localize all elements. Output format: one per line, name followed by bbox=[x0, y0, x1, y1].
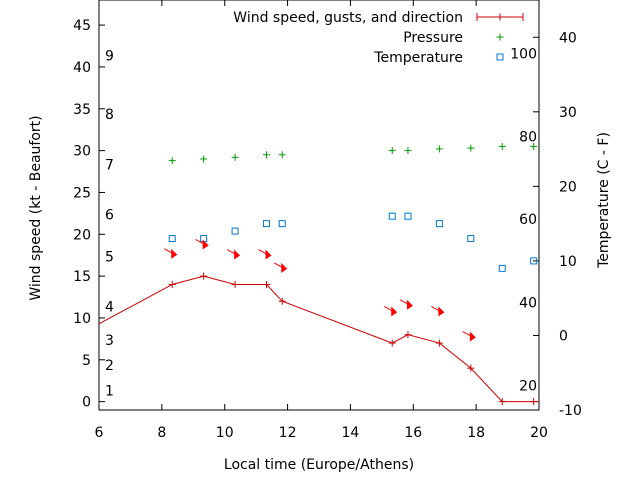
wind-direction-arrow bbox=[383, 305, 398, 317]
wind-direction-arrow bbox=[195, 239, 209, 250]
legend-swatch-pressure bbox=[496, 33, 504, 41]
temperature-point bbox=[530, 257, 538, 265]
y-axis-title: Wind speed (kt - Beaufort) bbox=[28, 115, 44, 300]
wind-point bbox=[435, 339, 443, 347]
wind-direction-arrow bbox=[258, 249, 272, 260]
pressure-point bbox=[231, 153, 239, 161]
y-tick-label: 20 bbox=[73, 227, 91, 243]
wind-point bbox=[498, 398, 506, 406]
legend-swatch-wind bbox=[476, 13, 524, 21]
x-tick-label: 20 bbox=[530, 425, 548, 441]
y2-tick-label: 0 bbox=[559, 328, 568, 344]
wind-direction-arrow bbox=[462, 331, 476, 342]
wind-direction-arrow bbox=[431, 305, 445, 317]
fahrenheit-label: 20 bbox=[519, 378, 537, 394]
x-tick-label: 10 bbox=[216, 425, 234, 441]
pressure-point bbox=[467, 144, 475, 152]
temperature-point bbox=[231, 227, 239, 235]
temperature-point bbox=[388, 212, 396, 220]
y-tick-label: 30 bbox=[73, 144, 91, 160]
wind-direction-arrow bbox=[399, 299, 413, 310]
x-axis-title: Local time (Europe/Athens) bbox=[224, 457, 414, 473]
wind-direction-arrow bbox=[273, 262, 288, 273]
beaufort-label: 3 bbox=[105, 333, 114, 349]
wind-point bbox=[404, 331, 412, 339]
y2-tick-label: 30 bbox=[559, 105, 577, 121]
temperature-point bbox=[498, 264, 506, 272]
legend-swatch-temperature bbox=[496, 53, 504, 61]
y2-axis-title: Temperature (C - F) bbox=[596, 132, 612, 269]
wind-point bbox=[200, 272, 208, 280]
pressure-point bbox=[168, 157, 176, 165]
y2-tick-label: 20 bbox=[559, 179, 577, 195]
wind-direction-arrow bbox=[163, 248, 178, 259]
beaufort-label: 9 bbox=[105, 49, 114, 65]
pressure-point bbox=[435, 145, 443, 153]
wind-point bbox=[263, 280, 271, 288]
x-tick-label: 14 bbox=[342, 425, 360, 441]
fahrenheit-label: 60 bbox=[519, 212, 537, 228]
wind-point bbox=[530, 398, 538, 406]
beaufort-label: 7 bbox=[105, 157, 114, 173]
wind-point bbox=[231, 280, 239, 288]
fahrenheit-label: 100 bbox=[510, 47, 537, 63]
y-tick-label: 15 bbox=[73, 269, 91, 285]
wind-point bbox=[467, 364, 475, 372]
wind-point bbox=[168, 280, 176, 288]
x-tick-label: 8 bbox=[157, 425, 166, 441]
fahrenheit-label: 80 bbox=[519, 129, 537, 145]
temperature-point bbox=[278, 220, 286, 228]
pressure-point bbox=[498, 142, 506, 150]
x-tick-label: 12 bbox=[279, 425, 297, 441]
y-tick-label: 5 bbox=[82, 353, 91, 369]
temperature-point bbox=[404, 212, 412, 220]
y-tick-label: 45 bbox=[73, 18, 91, 34]
y2-tick-label: -10 bbox=[559, 403, 582, 419]
y2-tick-label: 40 bbox=[559, 30, 577, 46]
y-tick-label: 40 bbox=[73, 60, 91, 76]
beaufort-label: 1 bbox=[105, 383, 114, 399]
pressure-point bbox=[404, 147, 412, 155]
y2-tick-label: 10 bbox=[559, 254, 577, 270]
legend-label-pressure: Pressure bbox=[403, 30, 463, 46]
temperature-point bbox=[263, 220, 271, 228]
wind-direction-arrow bbox=[226, 249, 241, 260]
beaufort-label: 4 bbox=[105, 300, 114, 316]
x-tick-label: 16 bbox=[404, 425, 422, 441]
temperature-point bbox=[168, 235, 176, 243]
y-tick-label: 25 bbox=[73, 185, 91, 201]
pressure-point bbox=[530, 142, 538, 150]
legend-label-wind: Wind speed, gusts, and direction bbox=[233, 10, 463, 26]
temperature-point bbox=[467, 235, 475, 243]
beaufort-label: 6 bbox=[105, 208, 114, 224]
beaufort-label: 8 bbox=[105, 107, 114, 123]
beaufort-label: 5 bbox=[105, 249, 114, 265]
fahrenheit-label: 40 bbox=[519, 296, 537, 312]
pressure-point bbox=[278, 151, 286, 159]
x-tick-label: 18 bbox=[467, 425, 485, 441]
plot-frame bbox=[98, 0, 540, 411]
y-tick-label: 0 bbox=[82, 395, 91, 411]
pressure-point bbox=[200, 155, 208, 163]
legend-label-temperature: Temperature bbox=[373, 50, 463, 66]
pressure-point bbox=[388, 147, 396, 155]
wind-point bbox=[388, 339, 396, 347]
x-tick-label: 6 bbox=[95, 425, 104, 441]
wind-point bbox=[278, 297, 286, 305]
y-tick-label: 10 bbox=[73, 311, 91, 327]
pressure-point bbox=[263, 151, 271, 159]
temperature-point bbox=[435, 220, 443, 228]
y-tick-label: 35 bbox=[73, 102, 91, 118]
beaufort-label: 2 bbox=[105, 358, 114, 374]
